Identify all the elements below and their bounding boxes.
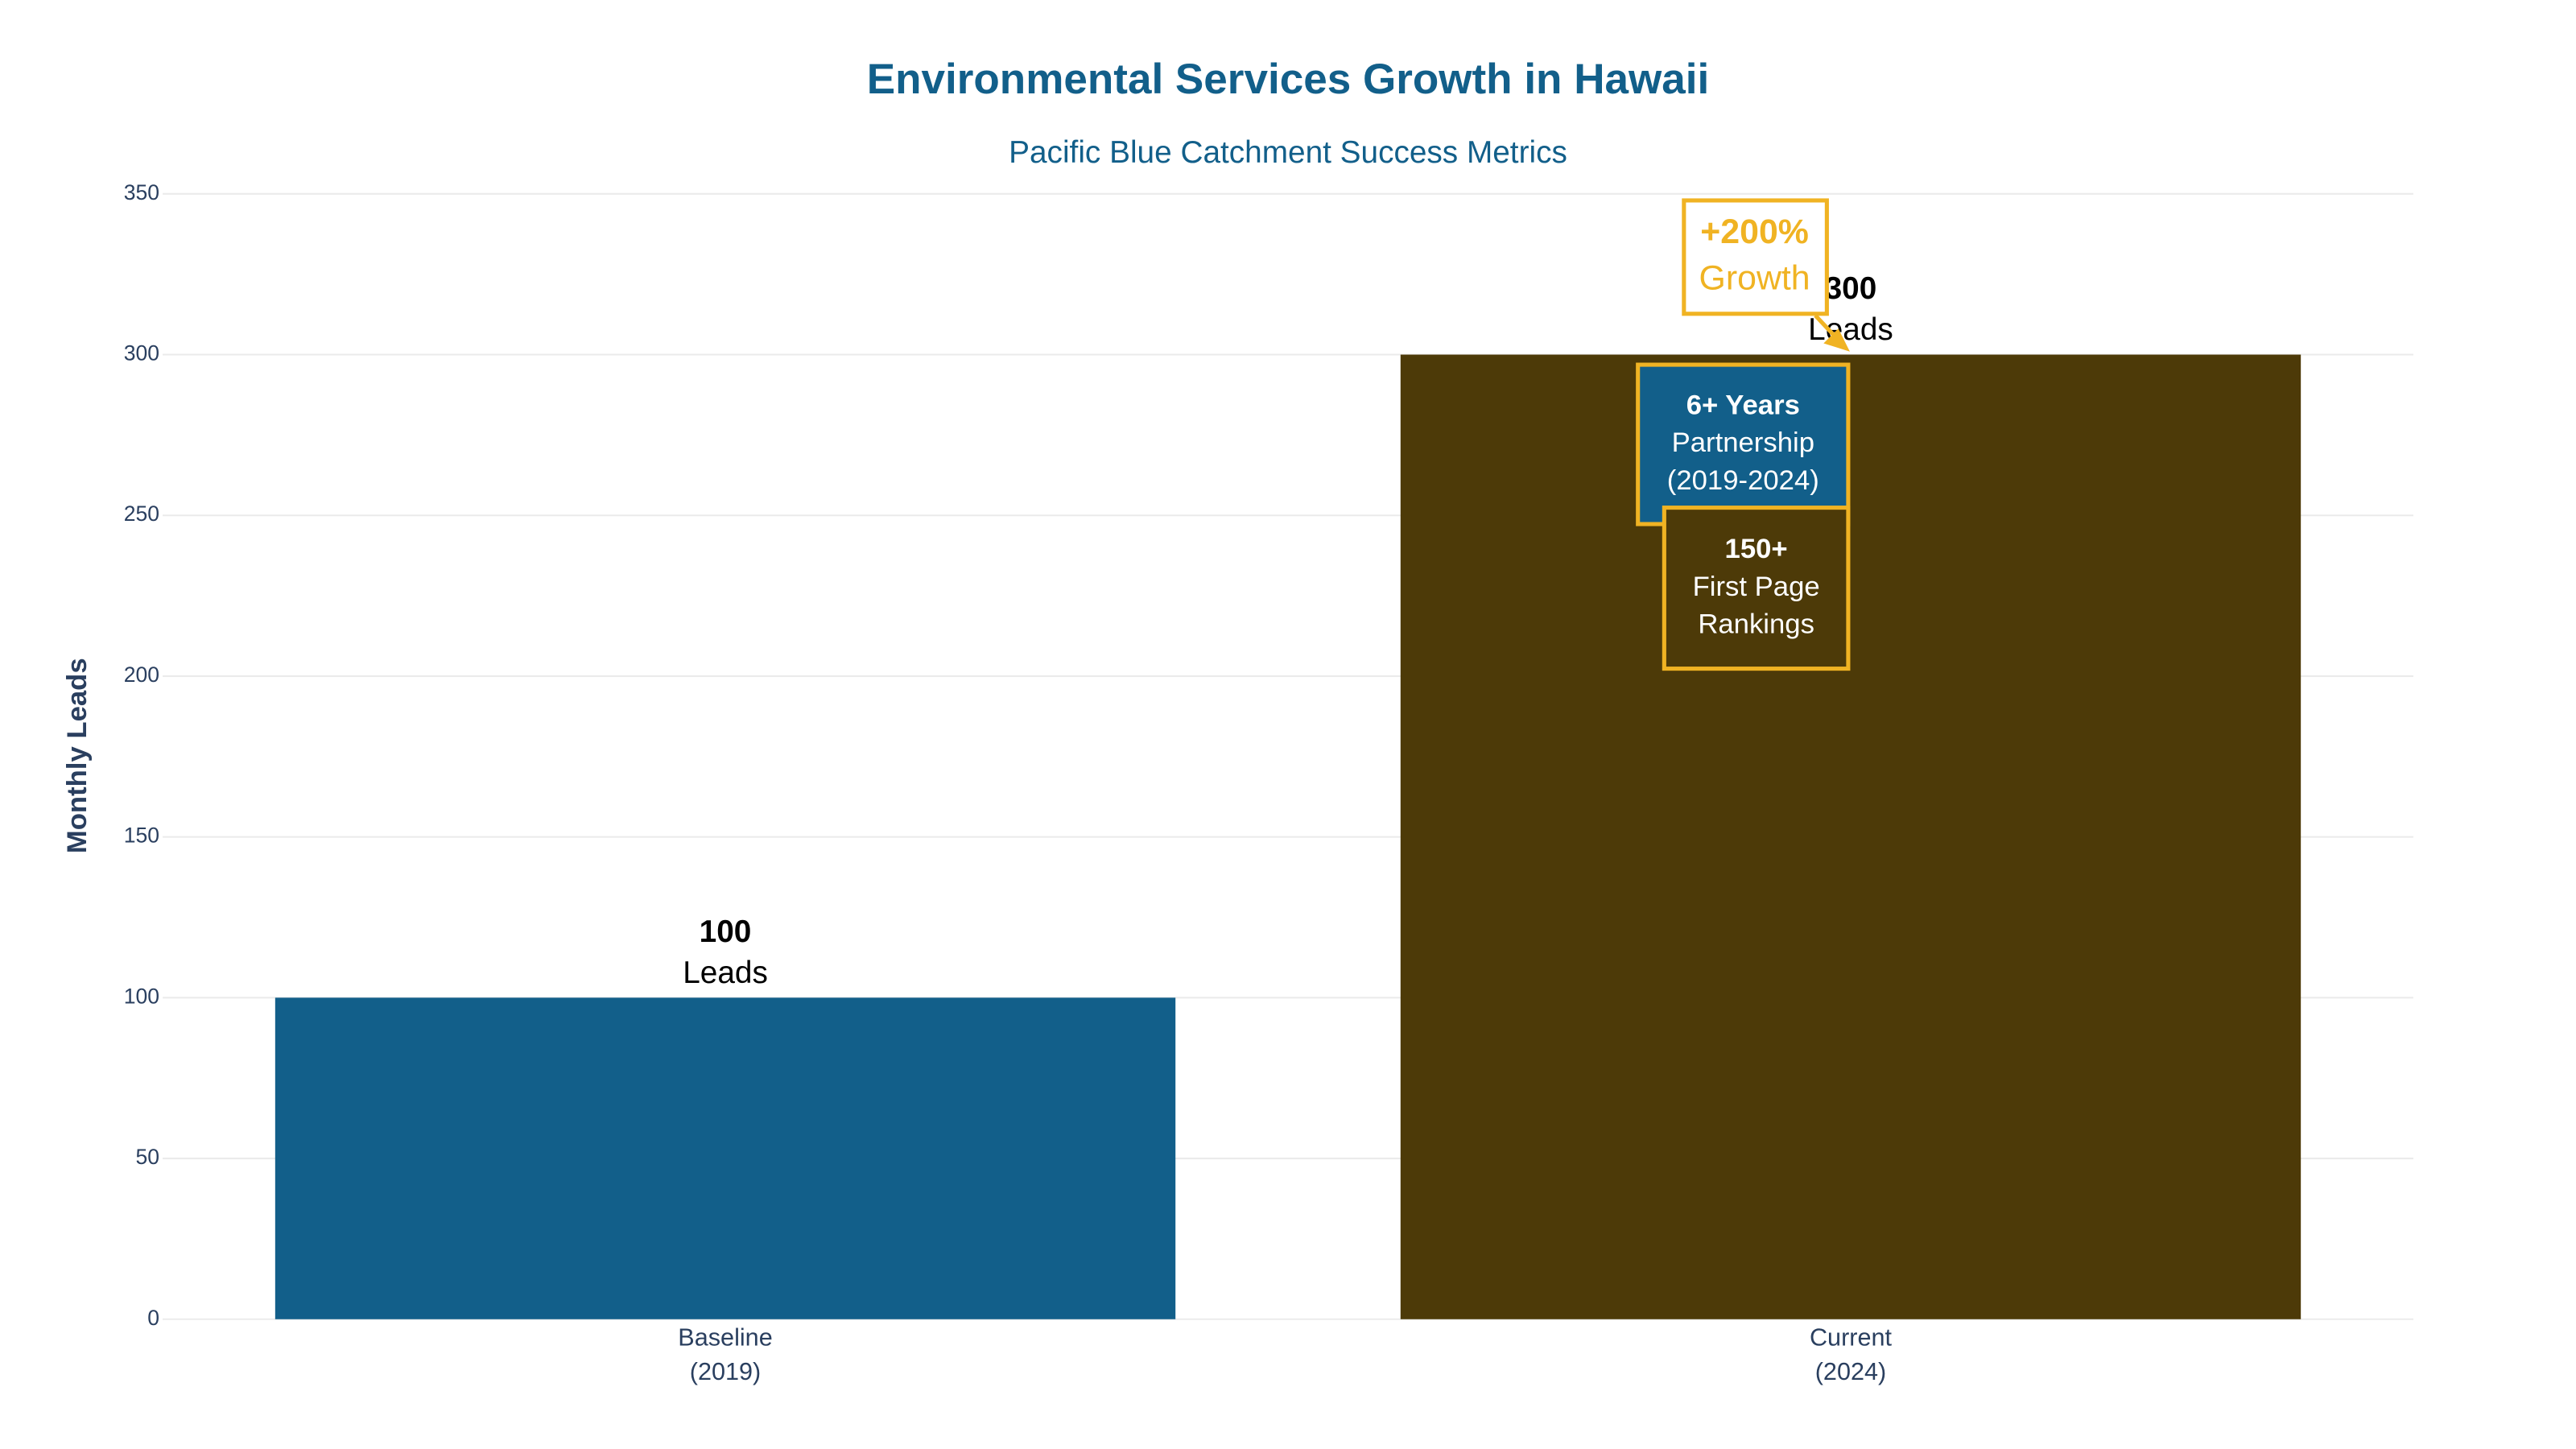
annotation-text: 150+ bbox=[1725, 534, 1788, 564]
y-tick-label: 50 bbox=[135, 1145, 159, 1169]
annotation-box bbox=[1682, 198, 1829, 316]
y-tick-label: 150 bbox=[124, 824, 159, 848]
y-tick-label: 0 bbox=[147, 1306, 159, 1330]
x-tick-label: Current (2024) bbox=[1810, 1323, 1893, 1385]
chart-subtitle: Pacific Blue Catchment Success Metrics bbox=[1009, 135, 1567, 170]
annotation-text: Growth bbox=[1699, 258, 1810, 297]
bar bbox=[275, 997, 1176, 1319]
bar bbox=[1400, 354, 2301, 1319]
annotation-text: 6+ Years bbox=[1686, 390, 1800, 420]
y-tick-label: 250 bbox=[124, 502, 159, 526]
y-tick-label: 200 bbox=[124, 663, 159, 687]
value-label: 100 Leads bbox=[683, 914, 768, 990]
x-tick-label: Baseline (2019) bbox=[678, 1323, 772, 1385]
y-axis-title: Monthly Leads bbox=[62, 658, 93, 853]
annotation-text: Partnership bbox=[1672, 427, 1814, 458]
value-label: 300 Leads bbox=[1808, 271, 1893, 347]
annotation-arrowhead bbox=[1823, 328, 1850, 352]
annotation-text: (2019-2024) bbox=[1667, 465, 1819, 496]
annotation-text: First Page bbox=[1693, 572, 1820, 602]
annotation-box bbox=[1662, 506, 1851, 671]
annotation-text: +200% bbox=[1700, 213, 1809, 251]
y-tick-label: 350 bbox=[124, 180, 159, 204]
y-tick-label: 100 bbox=[124, 984, 159, 1008]
chart-title: Environmental Services Growth in Hawaii bbox=[867, 56, 1710, 103]
annotation-text: Rankings bbox=[1698, 609, 1814, 640]
y-tick-label: 300 bbox=[124, 341, 159, 365]
